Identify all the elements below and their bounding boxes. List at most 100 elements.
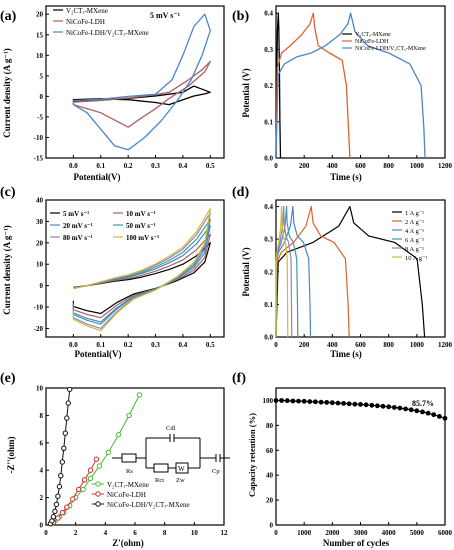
legend-c-item-1: 5 mV s⁻¹ [63,210,89,218]
panel-label-d: (d) [232,185,249,200]
nyquist-point [62,430,69,436]
nyquist-point [70,496,76,502]
retention-point [431,412,437,418]
x-tick-label: 6 [133,529,137,537]
nyquist-point [96,463,103,469]
x-tick-label: 3000 [354,529,369,537]
gcd-curve-d-6 [275,205,289,338]
retention-point [279,398,284,403]
legend-c-item-3: 20 mV s⁻¹ [63,222,93,230]
x-tick-label: 0.1 [96,162,105,170]
nyquist-point [80,486,86,493]
retention-point [369,402,375,408]
y-tick-label: 20 [36,11,44,19]
x-tick-label: 2000 [325,529,340,537]
retention-point [375,403,380,409]
cv-curve-a-2 [72,60,211,128]
y-tick-label: 5 [40,72,44,80]
plot-d: 0 200 400 600 800 1000 1200 0.0 0.1 0.2 0.3 0.4 [264,199,453,349]
legend-c-item-4: 50 mV s⁻¹ [126,222,156,230]
cdl-label: Cdl [166,425,176,432]
y-tick-label: 0 [40,93,44,101]
x-tick-label: 4000 [382,529,397,537]
x-tick-label: 1200 [438,341,453,349]
retention-point [380,403,386,409]
plot-c: 0.0 0.1 0.2 0.3 0.4 0.5 -20 -10 0 10 20 30 40 [34,197,225,349]
legend-c: 5 mV s⁻¹ 20 mV s⁻¹ 80 mV s⁻¹ 10 mV s⁻¹ 5… [50,210,159,242]
nyquist-point [50,514,57,520]
y-tick-label: 0.3 [264,236,273,244]
gcd-curve-d-3 [275,205,312,338]
rct-label: Rct [155,477,164,484]
x-tick-label: 8 [163,529,167,537]
y-tick-label: 8 [40,412,44,420]
x-axis-label-e: Z'(ohm) [112,538,144,548]
x-tick-label: 0.0 [69,162,78,170]
x-tick-label: 0 [274,529,278,537]
legend-e: V₂CTₓ-MXene NiCoFe-LDH NiCoFe-LDH/V₂CTₓ-… [92,481,190,509]
panel-label-a: (a) [0,9,17,24]
retention-point [363,402,369,408]
panel-label-e: (e) [0,371,16,386]
nyquist-point [87,467,94,473]
panel-label-b: (b) [232,9,249,24]
retention-point [290,398,296,404]
x-axis-label-f: Number of cycles [323,538,390,548]
svg-text:W: W [178,465,185,473]
retention-point [425,410,431,416]
nyquist-point [56,483,63,490]
retention-annotation: 85.7% [412,399,434,408]
y-tick-label: 20 [36,239,44,247]
legend-d-item-4: 6 A g⁻¹ [405,237,424,244]
retention-point [352,401,358,407]
plot-a: 0.0 0.1 0.2 0.3 0.4 0.5 -15 -10 -5 0 5 10 15 20 [34,5,225,170]
y-tick-label: 40 [36,197,44,205]
nyquist-point [53,501,60,508]
y-axis-label-e: -Z''(ohm) [6,436,16,473]
y-tick-label: 0.0 [264,334,273,342]
legend-e-item-2: NiCoFe-LDH [107,491,146,499]
legend-b-item-1: V₂CTₓ-MXene [355,32,391,38]
y-tick-label: 15 [36,31,44,39]
retention-point [358,402,363,407]
y-axis-label-f: Capacity retention (%) [247,413,257,497]
y-tick-label: -10 [34,304,44,312]
retention-point [437,414,442,419]
y-tick-label: -15 [34,155,44,163]
x-tick-label: 0.1 [96,341,105,349]
legend-e-item-1: V₂CTₓ-MXene [107,481,149,489]
gcd-curve-d-2 [275,205,350,338]
y-tick-label: 0.2 [264,268,273,276]
x-tick-label: 6000 [438,529,453,537]
x-tick-label: 10 [191,529,199,537]
y-tick-label: -20 [34,325,44,333]
retention-point [313,399,318,405]
legend-c-item-5: 80 mV s⁻¹ [63,234,93,242]
x-tick-label: 0.3 [151,162,160,170]
y-axis-label-a: Current density (A g⁻¹) [2,48,12,138]
retention-point [408,407,414,413]
y-tick-label: 40 [266,472,274,480]
y-tick-label: 10 [36,385,44,393]
y-tick-label: 0.1 [264,301,273,309]
nyquist-point [52,508,58,514]
y-tick-label: 20 [266,497,274,505]
nyquist-point [65,400,72,406]
panel-f: (f) 0 1000 2000 3000 4000 5000 6000 0 20 40 60 80 10… [232,371,453,548]
retention-point [329,400,335,406]
x-axis-label-d: Time (s) [330,349,362,359]
cv-curve-c-4 [72,218,211,325]
nyquist-point [61,445,67,451]
x-axis-label-b: Time (s) [330,172,362,182]
retention-point [414,408,420,414]
gcd-curve-b-3 [275,12,426,159]
nyquist-point [55,515,61,521]
cv-curve-c-6 [72,208,211,332]
legend-a-item-2: NiCoFe-LDH [66,18,105,26]
y-tick-label: 30 [36,218,44,226]
x-tick-label: 0 [44,529,48,537]
x-tick-label: 600 [355,162,366,170]
cv-curve-c-3 [72,225,211,323]
y-tick-label: 0.2 [264,82,273,90]
y-axis-label-c: Current density (A g⁻¹) [2,225,12,315]
